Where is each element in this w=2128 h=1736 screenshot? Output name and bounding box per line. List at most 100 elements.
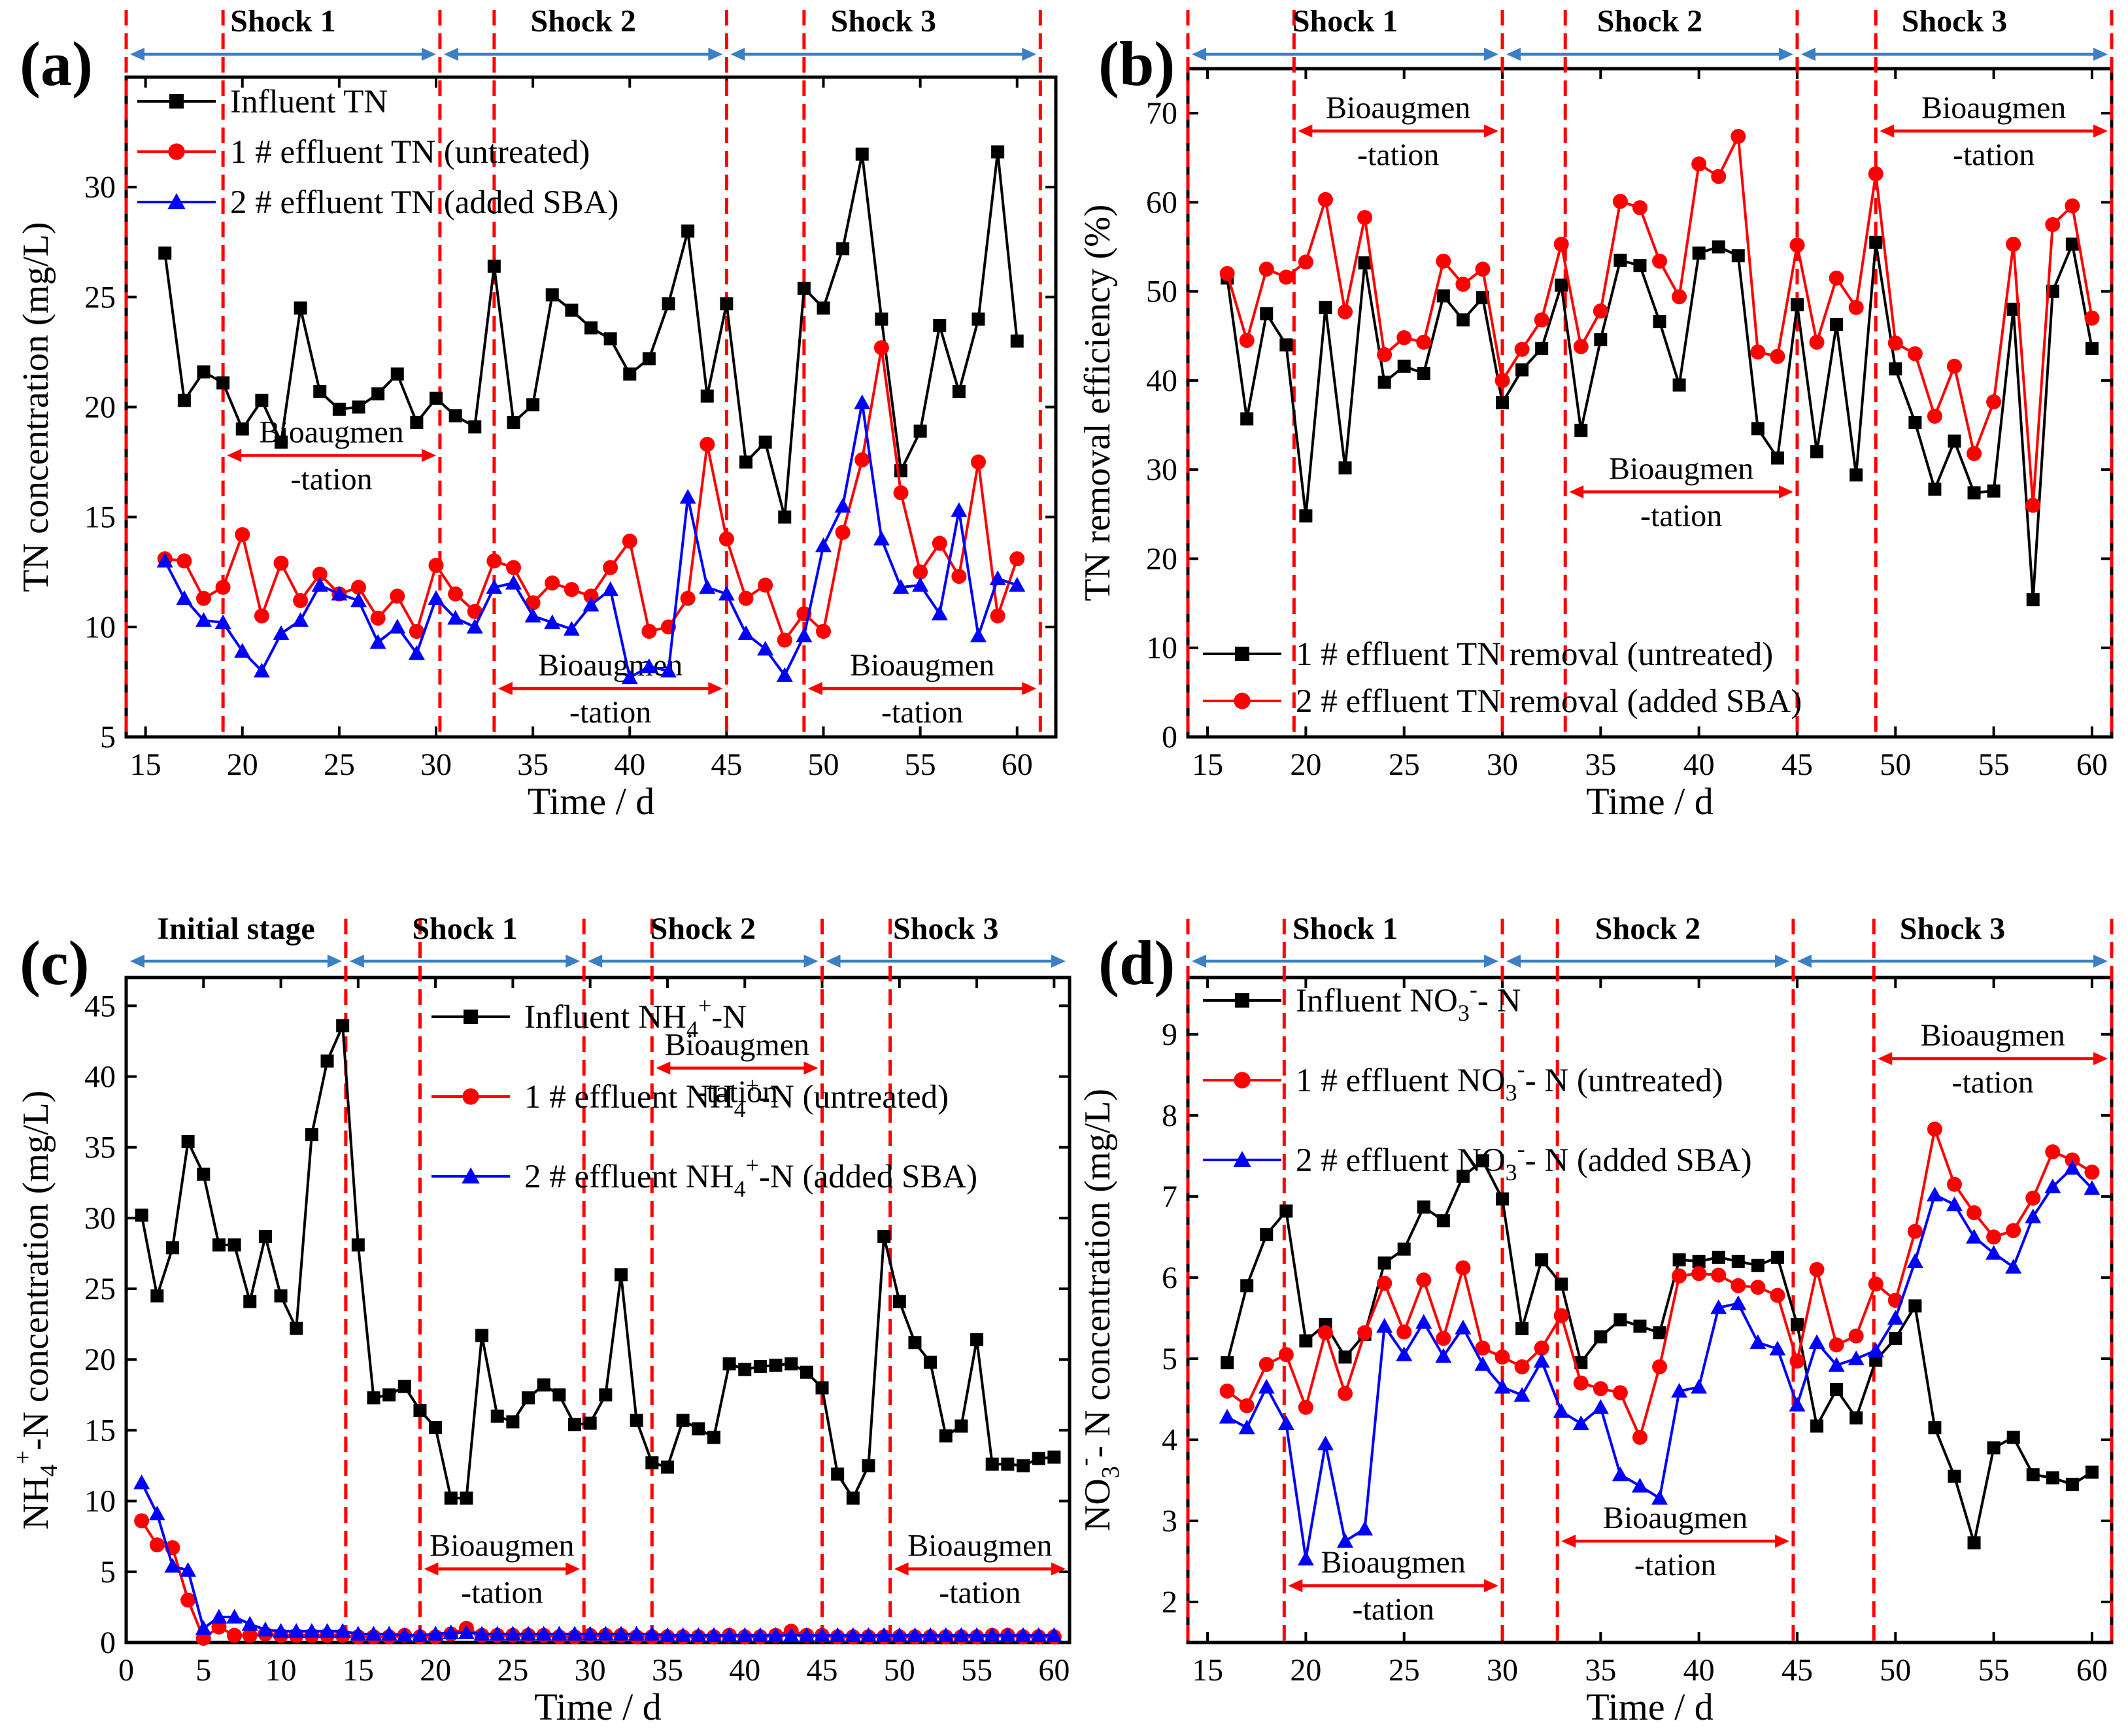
data-point [758,577,773,593]
data-point [1592,1399,1609,1414]
x-axis-title: Time / d [528,780,654,823]
phase-dividers [344,919,892,1642]
data-point [526,398,540,412]
data-point [1278,269,1294,285]
data-point [351,1238,365,1251]
legend-entry: 2 # effluent NH4+-N (added SBA) [524,1152,977,1202]
data-point [294,301,307,315]
x-tick-label: 20 [420,1653,451,1688]
data-point [906,1627,923,1642]
data-point [2065,237,2079,251]
bioaugmentation-arrow [1298,124,1499,138]
data-point [506,1415,520,1429]
data-point [197,1167,211,1181]
data-point [785,1357,798,1370]
panel-label: (a) [20,29,93,99]
data-point [660,662,677,678]
x-tick-label: 35 [1585,1653,1616,1688]
data-point [1534,312,1549,328]
phase-arrow [1800,48,2108,61]
bioaugmentation-arrow [807,682,1037,696]
data-point [628,1625,645,1641]
data-point [718,531,734,547]
data-point [757,640,774,656]
x-tick-label: 25 [1389,1653,1420,1688]
phase-dividers [124,10,1042,737]
data-point [537,1378,550,1392]
data-point [1967,1536,1981,1550]
data-point [148,1505,165,1521]
data-point [2065,1478,2079,1491]
x-tick-label: 45 [1782,1653,1813,1688]
phase-label: Initial stage [157,911,314,946]
data-point [505,575,522,590]
data-point [1632,200,1647,216]
plot-frame [1186,67,2114,739]
data-point [845,1627,862,1642]
legend-entry: Influent TN [230,84,388,120]
data-point [951,502,968,517]
data-point [720,297,734,311]
bioaugmentation-label: -tation [1634,1548,1716,1582]
bioaugmentation-arrow [656,1061,819,1075]
data-point [796,627,813,643]
data-point [989,570,1006,585]
y-tick-label: 60 [1146,185,1177,220]
data-point [382,1388,396,1402]
data-point [1535,1253,1549,1267]
data-point [645,1456,659,1470]
data-point [234,643,251,658]
data-point [913,564,928,580]
bioaugmentation-arrow [498,682,723,696]
data-point [258,1229,272,1243]
data-point [954,1419,968,1433]
data-point [582,1625,599,1641]
data-point [1240,412,1254,426]
data-point [630,1414,643,1427]
data-point [1032,1452,1045,1465]
data-point [371,387,385,401]
data-point [1810,445,1824,458]
data-point [1396,1324,1412,1340]
y-tick-label: 25 [84,1272,116,1306]
data-point [428,590,445,605]
bioaugmentation-label: -tation [1953,137,2035,172]
data-point [1513,1387,1530,1402]
data-point [2065,198,2080,214]
bioaugmentation-label: -tation [290,462,372,496]
plot-frame [124,976,1072,1644]
bioaugmentation-label: -tation [1640,498,1722,533]
data-point [1594,1330,1608,1344]
data-point [1928,483,1942,496]
data-point [597,1625,614,1641]
y-axis: 5 10 15 20 25 30 [84,170,1056,755]
x-axis-title: Time / d [534,1686,661,1728]
data-point [1809,1261,1825,1277]
bioaugmentation-label: -tation [1353,1592,1434,1627]
data-point [1553,236,1569,252]
data-point [2045,216,2061,232]
data-point [1907,1223,1923,1239]
data-point [1907,346,1923,362]
data-point [893,485,909,501]
data-point [1319,301,1332,315]
data-point [835,524,851,540]
data-point [1948,1469,1961,1483]
data-point [1573,339,1589,354]
data-point [739,455,752,469]
data-point [365,1625,382,1641]
data-point [180,1592,196,1608]
data-point [1711,169,1727,184]
x-tick-label: 40 [614,747,645,782]
x-tick-label: 25 [497,1653,528,1688]
data-point [1672,289,1687,305]
data-point [568,1418,582,1431]
data-point [150,1289,164,1302]
data-point [524,607,541,623]
data-point [643,1625,660,1641]
bioaugmentation-label: -tation [881,695,963,730]
y-tick-label: 5 [1162,1342,1177,1376]
data-point [149,1537,165,1553]
data-point [718,585,735,601]
